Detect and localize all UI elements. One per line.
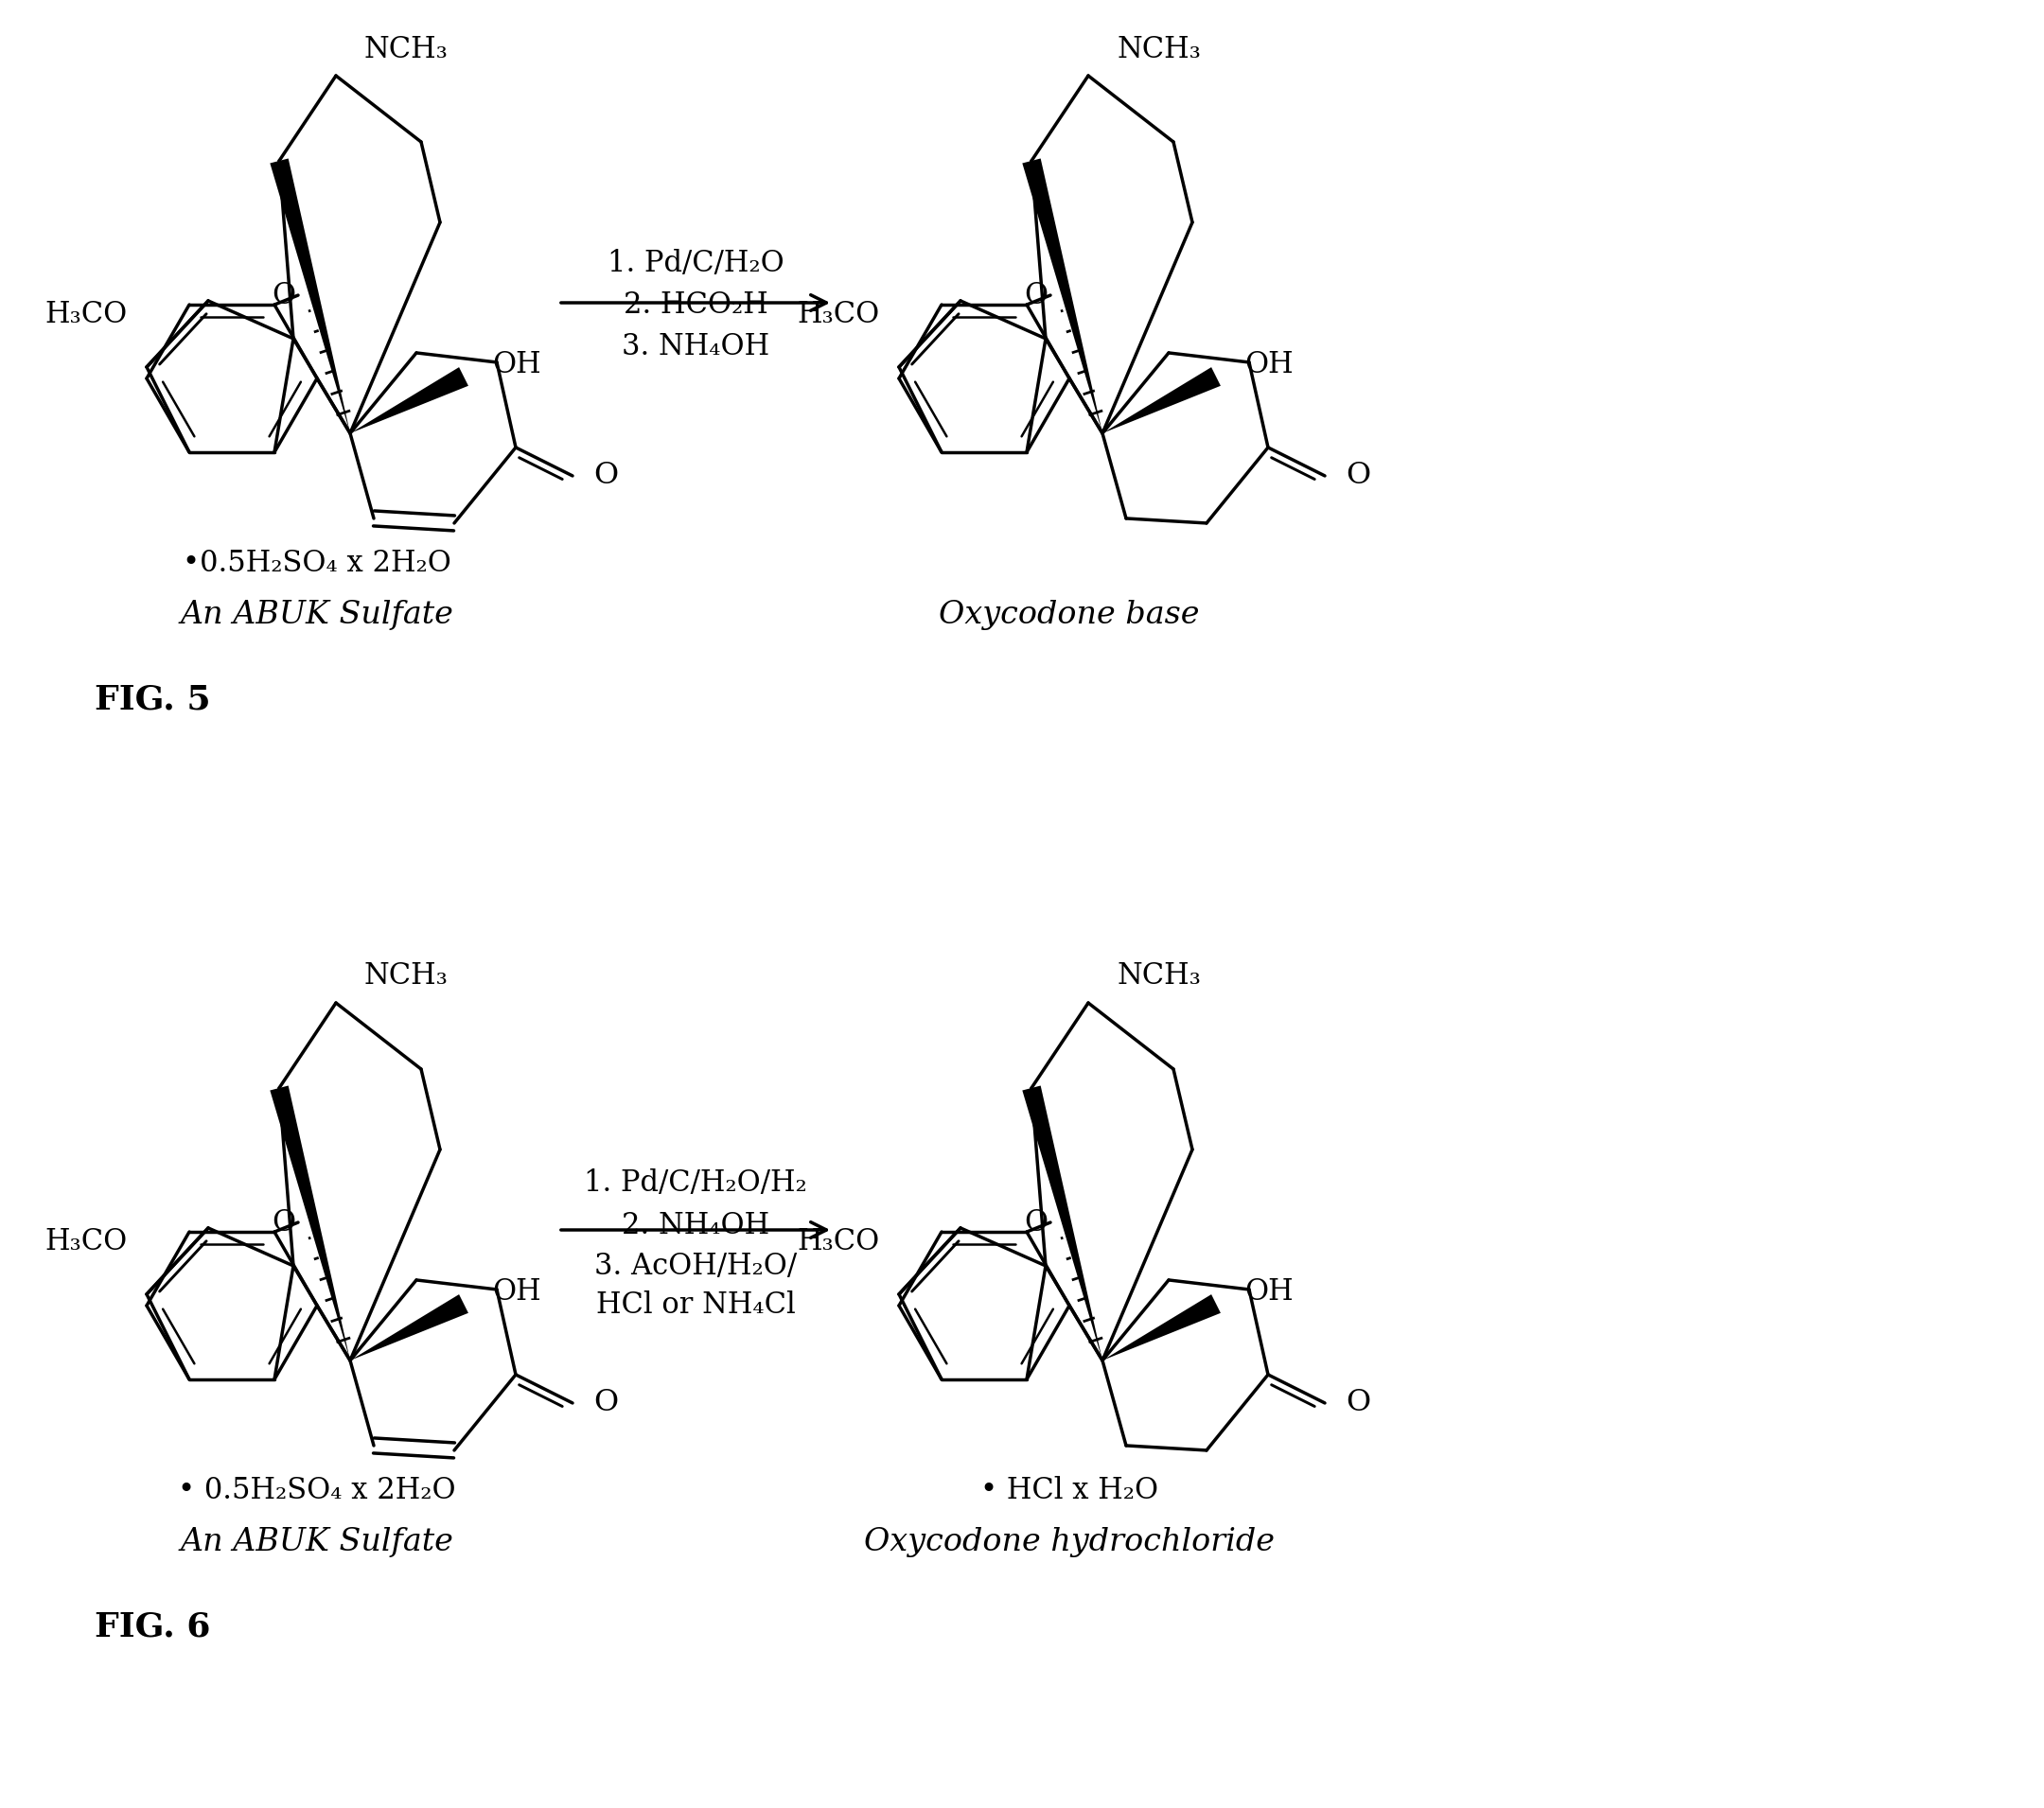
Text: O: O [1024,280,1049,309]
Text: 2. HCO₂H: 2. HCO₂H [623,289,769,320]
Polygon shape [270,1085,350,1360]
Polygon shape [350,1295,468,1360]
Text: O: O [272,280,294,309]
Text: An ABUK Sulfate: An ABUK Sulfate [180,600,454,631]
Text: O: O [272,1208,294,1237]
Text: 3. NH₄OH: 3. NH₄OH [621,331,769,362]
Polygon shape [1102,367,1220,434]
Polygon shape [1102,1295,1220,1360]
Text: O: O [1024,1208,1049,1237]
Text: H₃CO: H₃CO [45,300,127,329]
Polygon shape [270,159,350,434]
Text: OH: OH [493,1278,542,1307]
Text: O: O [1345,461,1369,490]
Text: H₃CO: H₃CO [45,1226,127,1257]
Text: 1. Pd/C/H₂O/H₂: 1. Pd/C/H₂O/H₂ [585,1168,807,1197]
Text: FIG. 5: FIG. 5 [94,683,211,716]
Text: Oxycodone hydrochloride: Oxycodone hydrochloride [865,1528,1275,1557]
Text: OH: OH [1245,1278,1294,1307]
Polygon shape [1022,1085,1102,1360]
Text: • HCl x H₂O: • HCl x H₂O [981,1475,1159,1504]
Text: An ABUK Sulfate: An ABUK Sulfate [180,1528,454,1557]
Text: 2. NH₄OH: 2. NH₄OH [621,1211,769,1240]
Text: 3. AcOH/H₂O/: 3. AcOH/H₂O/ [595,1251,797,1280]
Text: H₃CO: H₃CO [797,1226,881,1257]
Text: OH: OH [1245,351,1294,380]
Text: FIG. 6: FIG. 6 [94,1611,211,1643]
Polygon shape [1022,159,1102,434]
Text: HCl or NH₄Cl: HCl or NH₄Cl [595,1291,795,1320]
Text: 1. Pd/C/H₂O: 1. Pd/C/H₂O [607,248,785,278]
Text: O: O [593,1389,617,1417]
Text: Oxycodone base: Oxycodone base [938,600,1200,631]
Polygon shape [350,367,468,434]
Text: •0.5H₂SO₄ x 2H₂O: •0.5H₂SO₄ x 2H₂O [182,548,452,577]
Text: NCH₃: NCH₃ [1116,962,1200,991]
Text: O: O [593,461,617,490]
Text: • 0.5H₂SO₄ x 2H₂O: • 0.5H₂SO₄ x 2H₂O [178,1475,456,1504]
Text: NCH₃: NCH₃ [364,34,448,63]
Text: H₃CO: H₃CO [797,300,881,329]
Text: NCH₃: NCH₃ [364,962,448,991]
Text: OH: OH [493,351,542,380]
Text: O: O [1345,1389,1369,1417]
Text: NCH₃: NCH₃ [1116,34,1200,63]
